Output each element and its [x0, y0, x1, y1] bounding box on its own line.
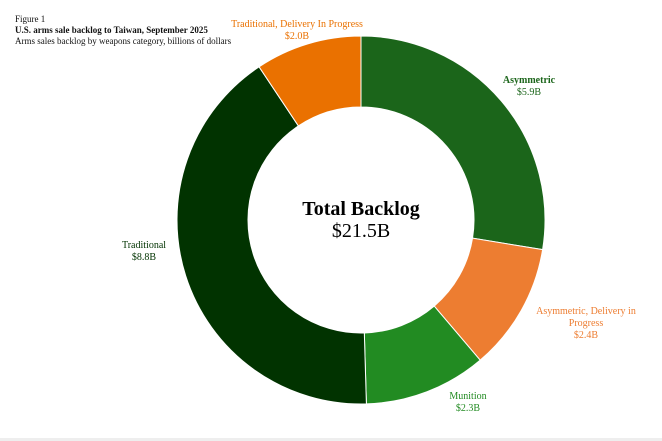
slice-asymmetric — [360, 35, 546, 251]
center-title: Total Backlog — [302, 198, 420, 220]
label-asymmetric-delivery: Asymmetric, Delivery in Progress $2.4B — [536, 306, 636, 341]
figure-label: Figure 1 — [15, 14, 46, 24]
label-munition: Munition $2.3B — [449, 391, 487, 414]
chart-title: U.S. arms sale backlog to Taiwan, Septem… — [15, 25, 208, 35]
slice-traditional-delivery-in-progress — [258, 35, 362, 127]
chart-subtitle: Arms sales backlog by weapons category, … — [15, 36, 232, 46]
label-traditional-delivery: Traditional, Delivery In Progress $2.0B — [231, 19, 363, 42]
slice-traditional — [176, 66, 367, 405]
label-traditional: Traditional $8.8B — [121, 240, 167, 263]
label-asymmetric: Asymmetric $5.9B — [502, 75, 556, 98]
center-total: $21.5B — [331, 220, 391, 242]
